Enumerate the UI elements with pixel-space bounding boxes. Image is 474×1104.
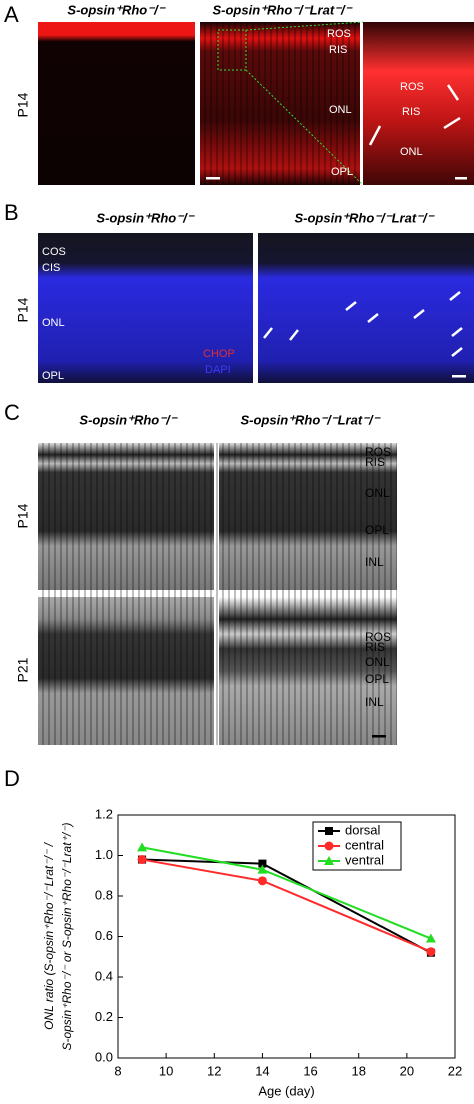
stain-label: DAPI (205, 364, 231, 376)
zoom-line (245, 21, 364, 31)
legend-label: dorsal (345, 822, 381, 837)
panel-title: S-opsin⁺Rho⁻/⁻ (79, 412, 178, 427)
row-label: P14 (15, 92, 31, 117)
layer-label: ROS (327, 28, 351, 40)
layer-label: CIS (42, 262, 60, 274)
micrograph (38, 22, 195, 185)
layer-label: ONL (365, 655, 390, 669)
texture (200, 22, 360, 185)
x-tick-label: 14 (255, 1063, 269, 1078)
scale-bar (455, 177, 467, 180)
zoom-line (245, 69, 364, 186)
y-tick-label: 0.8 (95, 887, 113, 902)
y-tick-label: 1.0 (95, 847, 113, 862)
panel-label: A (4, 2, 19, 27)
x-tick-label: 22 (448, 1063, 462, 1078)
layer-label: ONL (42, 317, 65, 329)
layer-label: RIS (402, 106, 420, 118)
legend-marker (324, 841, 334, 851)
y-axis-label: ONL ratio (S-opsin⁺Rho⁻/⁻Lrat⁻/⁻ / (42, 841, 56, 1030)
zoom-box (217, 29, 247, 71)
micrograph (38, 233, 253, 383)
row-label: P14 (15, 503, 31, 528)
panel-title: S-opsin⁺Rho⁻/⁻Lrat⁻/⁻ (294, 210, 435, 225)
layer-label: INL (365, 555, 384, 569)
y-tick-label: 0.0 (95, 1049, 113, 1064)
layer-label: RIS (365, 640, 385, 654)
layer-label: ROS (365, 445, 391, 459)
row-label: P21 (15, 657, 31, 682)
marker (426, 947, 436, 957)
panel-title: S-opsin⁺Rho⁻/⁻ (67, 2, 166, 17)
legend-marker (324, 856, 334, 865)
marker (258, 859, 267, 868)
texture (38, 443, 397, 745)
legend-label: central (345, 837, 384, 852)
layer-label: OPL (331, 166, 353, 178)
series-line (141, 858, 432, 953)
scale-bar (452, 375, 466, 378)
layer-label: ROS (365, 630, 391, 644)
marker (257, 876, 267, 886)
layer-label: RIS (329, 44, 347, 56)
x-tick-label: 18 (351, 1063, 365, 1078)
series-line (142, 858, 432, 954)
marker (137, 842, 148, 852)
panel-title: S-opsin⁺Rho⁻/⁻ (96, 210, 195, 225)
layer-label: INL (365, 695, 384, 709)
layer-label: ONL (329, 104, 352, 116)
panel-title: S-opsin⁺Rho⁻/⁻Lrat⁻/⁻ (240, 412, 381, 427)
micrograph-inset (363, 22, 474, 185)
layer-label: OPL (365, 672, 389, 686)
legend-marker (325, 827, 333, 835)
x-tick-label: 20 (400, 1063, 414, 1078)
micrograph (258, 233, 474, 383)
marker (137, 855, 147, 865)
layer-labels: ROS RIS ONL OPL INL ROS RIS ONL OPL INL (365, 445, 391, 709)
layer-label: RIS (365, 455, 385, 469)
layer-label: OPL (365, 523, 389, 537)
panel-label: B (4, 200, 19, 225)
layer-label: ROS (400, 81, 424, 93)
x-tick-label: 16 (303, 1063, 317, 1078)
scale-bar (372, 735, 386, 738)
y-axis-label: S-opsin⁺Rho⁻/⁻ or S-opsin⁺Rho⁻/⁻Lrat⁺/⁻) (60, 822, 74, 1050)
layer-label: COS (42, 246, 66, 258)
marker (257, 864, 268, 874)
x-axis-label: Age (day) (258, 1083, 314, 1098)
y-tick-label: 0.4 (95, 968, 113, 983)
arrows (368, 84, 461, 146)
y-tick-label: 0.2 (95, 1009, 113, 1024)
marker (425, 933, 436, 943)
stain-label: CHOP (203, 348, 235, 360)
layer-label: ONL (365, 486, 390, 500)
y-tick-label: 1.2 (95, 806, 113, 821)
scale-bar (206, 177, 220, 180)
x-tick-label: 8 (114, 1063, 121, 1078)
x-tick-label: 10 (159, 1063, 173, 1078)
panel-label: C (4, 400, 20, 425)
line-chart: 0.0 0.2 0.4 0.6 0.8 1.0 1.2 8 10 12 14 16 18 20 22 Age … (42, 806, 462, 1098)
arrows (263, 291, 463, 357)
layer-label: ONL (400, 146, 423, 158)
panel-label: D (4, 766, 20, 791)
row-label: P14 (15, 297, 31, 322)
y-tick-label: 0.6 (95, 928, 113, 943)
panel-title: S-opsin⁺Rho⁻/⁻Lrat⁻/⁻ (212, 2, 353, 17)
layer-label: OPL (42, 370, 64, 382)
x-tick-label: 12 (207, 1063, 221, 1078)
legend-label: ventral (345, 852, 384, 867)
